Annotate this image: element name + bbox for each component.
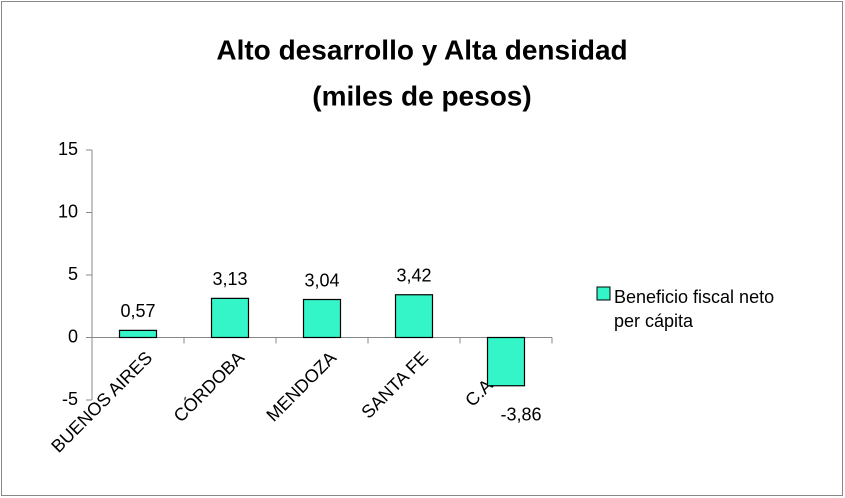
- data-label: -3,86: [500, 405, 541, 425]
- legend-label: Beneficio fiscal neto per cápita: [614, 287, 775, 331]
- bar: [210, 297, 250, 339]
- bar: [394, 294, 434, 339]
- y-tick-label: 5: [68, 264, 78, 284]
- chart-title: Alto desarrollo y Alta densidad: [216, 34, 627, 65]
- y-tick-label: 0: [68, 326, 78, 346]
- y-tick-label: -5: [62, 389, 78, 409]
- bar: [486, 336, 526, 387]
- data-label: 3,04: [304, 270, 339, 290]
- bar: [118, 329, 158, 339]
- data-label: 0,57: [120, 301, 155, 321]
- bar: [302, 298, 342, 339]
- legend-swatch: [596, 286, 611, 301]
- chart-subtitle: (miles de pesos): [312, 80, 531, 111]
- data-label: 3,42: [396, 266, 431, 286]
- y-tick-label: 10: [58, 201, 78, 221]
- y-tick-label: 15: [58, 139, 78, 159]
- data-label: 3,13: [212, 269, 247, 289]
